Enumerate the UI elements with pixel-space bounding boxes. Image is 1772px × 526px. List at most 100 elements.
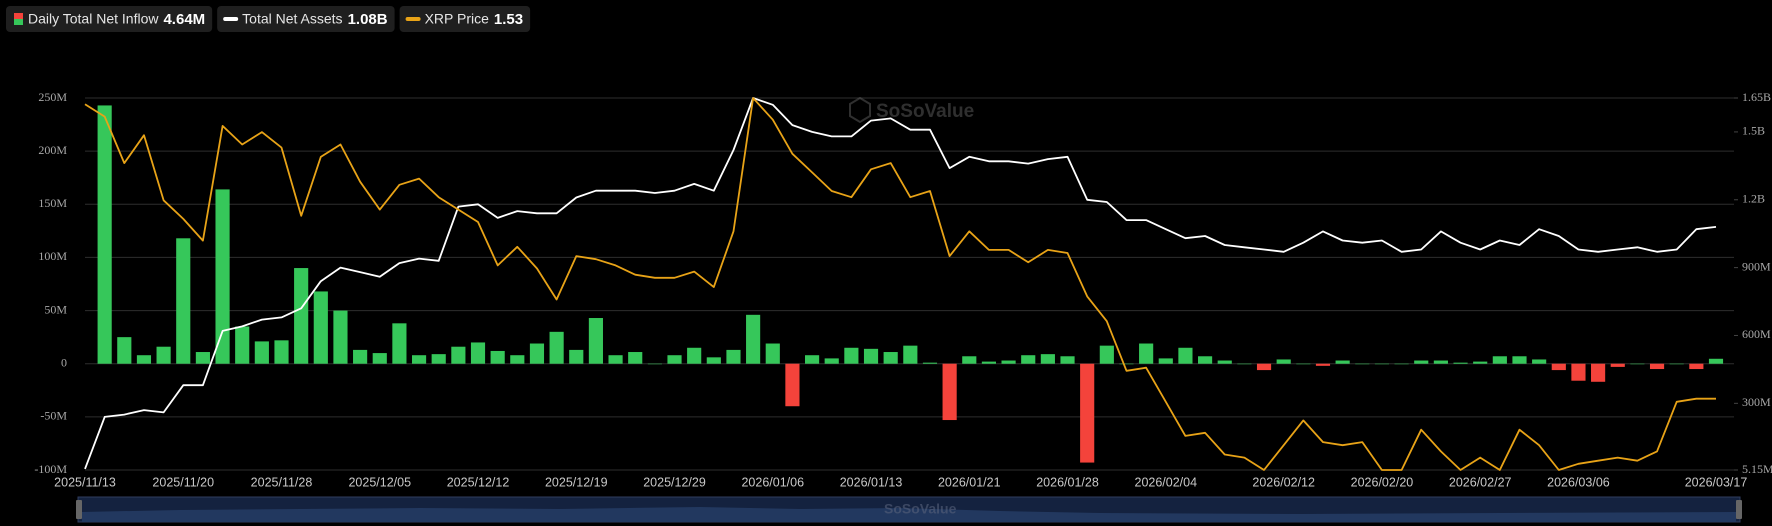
bar: [1276, 359, 1291, 364]
legend-item[interactable]: Total Net Assets 1.08B: [217, 6, 395, 32]
bar: [372, 353, 387, 364]
x-tick-label: 2025/12/29: [643, 475, 706, 489]
bar: [1060, 356, 1075, 364]
legend-box: [6, 6, 213, 32]
legend: Daily Total Net Inflow 4.64M Total Net Ass…: [6, 6, 531, 32]
bar: [903, 345, 918, 364]
bar: [863, 348, 879, 364]
legend-item[interactable]: Daily Total Net Inflow 4.64M: [6, 6, 213, 32]
bar: [1669, 363, 1684, 365]
bar: [549, 331, 564, 364]
bar: [1158, 358, 1173, 364]
bar: [1473, 361, 1488, 364]
y2-tick-label: 1.65B: [1742, 90, 1771, 104]
bar: [942, 363, 957, 421]
bar: [1492, 356, 1507, 364]
bar: [529, 343, 545, 364]
bar: [1217, 360, 1232, 364]
bar: [981, 361, 997, 364]
bar: [1453, 362, 1468, 364]
legend-value: 1.08B: [348, 11, 388, 28]
bar: [1256, 363, 1272, 371]
navigator-watermark: SoSoValue: [884, 501, 957, 517]
bar: [628, 352, 643, 364]
x-tick-label: 2026/02/04: [1135, 475, 1198, 489]
legend-label: XRP Price: [425, 11, 490, 27]
bar: [1237, 363, 1252, 365]
bar: [1571, 363, 1586, 381]
bar: [667, 355, 682, 364]
x-tick-label: 2025/11/20: [152, 475, 214, 489]
line: [84, 97, 1717, 470]
x-tick-label: 2026/02/27: [1449, 475, 1512, 489]
line: [84, 97, 1716, 471]
bar: [1610, 363, 1625, 367]
y2-tick-label: 300M: [1742, 395, 1771, 409]
bar: [1021, 355, 1036, 364]
y2-tick-label: 900M: [1742, 259, 1771, 273]
y-tick-label: -100M: [34, 462, 67, 476]
bar: [176, 238, 191, 364]
bar: [353, 349, 368, 364]
navigator: SoSoValue: [76, 496, 1742, 523]
x-tick-label: 2026/03/17: [1685, 475, 1748, 489]
bar: [1689, 363, 1704, 370]
bar: [1119, 363, 1134, 365]
x-tick-label: 2025/12/19: [545, 475, 608, 489]
x-tick-label: 2026/01/13: [840, 475, 903, 489]
x-tick-label: 2026/02/20: [1351, 475, 1414, 489]
bar: [1001, 360, 1016, 364]
legend-label: Daily Total Net Inflow: [28, 11, 159, 27]
navigator-handle[interactable]: [1736, 500, 1742, 519]
legend-icon: [14, 13, 23, 19]
bar: [647, 363, 662, 365]
bar: [274, 340, 289, 364]
bar: [608, 355, 623, 364]
bar: [1630, 363, 1645, 365]
legend-label: Total Net Assets: [242, 11, 342, 27]
bar: [1374, 363, 1390, 365]
bar: [804, 355, 820, 364]
legend-box: [217, 6, 395, 32]
bar: [726, 349, 741, 364]
bar: [844, 347, 859, 364]
bar: [215, 189, 230, 364]
bar: [687, 347, 702, 364]
bar: [1414, 360, 1429, 364]
y2-tick-label: 1.5B: [1742, 124, 1765, 138]
bar: [313, 291, 328, 364]
bar: [1198, 356, 1213, 364]
bar: [195, 352, 210, 364]
bar: [883, 352, 898, 364]
bar: [411, 355, 427, 364]
bar: [1512, 356, 1527, 364]
bar: [824, 358, 839, 364]
bar: [451, 346, 466, 364]
bar: [294, 268, 309, 364]
bar: [1649, 363, 1665, 370]
bar: [1296, 363, 1311, 365]
bar: [136, 355, 152, 364]
bar: [333, 310, 348, 364]
legend-item[interactable]: XRP Price 1.53: [399, 6, 531, 32]
bar: [254, 341, 269, 364]
y-tick-label: 100M: [38, 249, 67, 263]
y-tick-label: 50M: [44, 302, 67, 316]
navigator-handle[interactable]: [76, 500, 82, 519]
bar: [746, 314, 761, 364]
legend-value: 4.64M: [163, 11, 205, 28]
bar: [156, 346, 171, 364]
x-tick-label: 2025/12/12: [447, 475, 510, 489]
bar: [765, 343, 780, 364]
y-tick-label: -50M: [40, 409, 67, 423]
y2-tick-label: 600M: [1742, 327, 1771, 341]
bar: [97, 105, 112, 364]
x-tick-label: 2025/12/05: [348, 475, 411, 489]
y-tick-label: 0: [61, 355, 67, 369]
bar: [706, 357, 721, 364]
bar: [1099, 345, 1114, 364]
x-tick-label: 2026/01/06: [741, 475, 804, 489]
bar: [1315, 363, 1331, 366]
